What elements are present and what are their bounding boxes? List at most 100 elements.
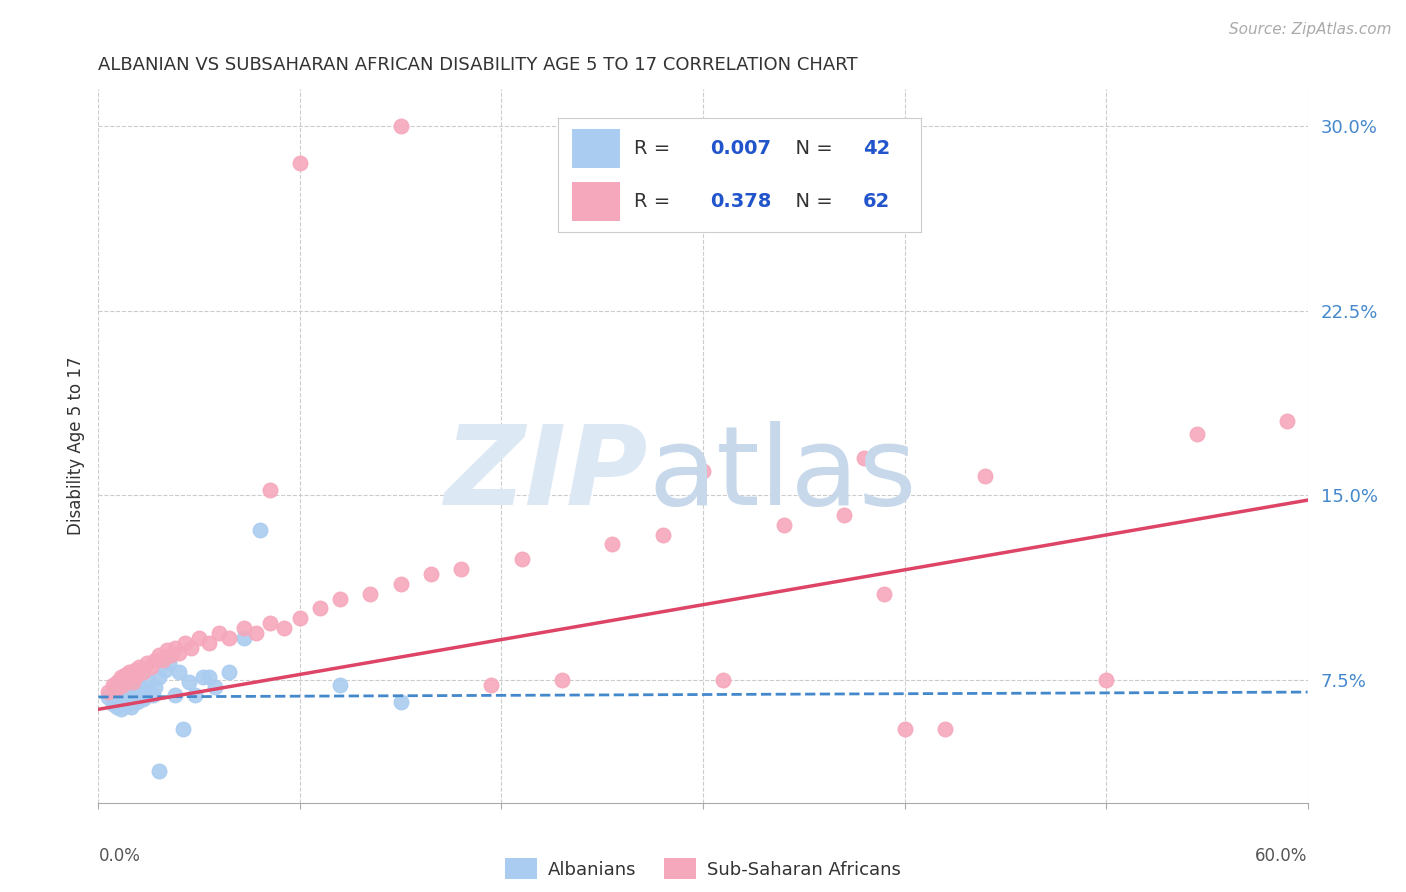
- Point: [208, 626, 231, 640]
- Point: [156, 643, 179, 657]
- Point: [115, 673, 138, 687]
- Point: [125, 695, 148, 709]
- Point: [481, 678, 503, 692]
- Point: [360, 587, 382, 601]
- Point: [692, 464, 714, 478]
- Point: [419, 566, 441, 581]
- Point: [188, 631, 211, 645]
- Point: [111, 685, 134, 699]
- Point: [1277, 414, 1299, 428]
- Point: [118, 665, 141, 680]
- Point: [163, 688, 186, 702]
- Point: [711, 673, 734, 687]
- Point: [114, 668, 136, 682]
- Point: [198, 636, 221, 650]
- Point: [132, 665, 155, 680]
- Point: [309, 601, 332, 615]
- Point: [143, 680, 166, 694]
- Point: [118, 692, 141, 706]
- Point: [450, 562, 472, 576]
- Point: [105, 699, 128, 714]
- Point: [107, 682, 129, 697]
- Point: [107, 688, 129, 702]
- Point: [167, 665, 190, 680]
- Point: [125, 668, 148, 682]
- Point: [163, 640, 186, 655]
- Point: [249, 523, 271, 537]
- Point: [329, 591, 352, 606]
- Point: [124, 663, 146, 677]
- Point: [128, 660, 150, 674]
- Text: 0.0%: 0.0%: [98, 847, 141, 865]
- Point: [120, 670, 142, 684]
- Point: [259, 616, 281, 631]
- Point: [129, 685, 152, 699]
- Point: [138, 675, 160, 690]
- Point: [232, 621, 254, 635]
- Point: [259, 483, 281, 498]
- Point: [389, 695, 412, 709]
- Point: [148, 764, 170, 778]
- Point: [111, 678, 134, 692]
- Point: [121, 675, 143, 690]
- Legend: Albanians, Sub-Saharan Africans: Albanians, Sub-Saharan Africans: [498, 851, 908, 887]
- Point: [148, 670, 170, 684]
- Point: [152, 653, 174, 667]
- Point: [510, 552, 533, 566]
- Point: [143, 653, 166, 667]
- Point: [218, 665, 240, 680]
- Point: [772, 517, 794, 532]
- Point: [934, 722, 956, 736]
- Point: [114, 690, 136, 704]
- Point: [873, 587, 896, 601]
- Point: [232, 631, 254, 645]
- Point: [132, 692, 155, 706]
- Point: [105, 675, 128, 690]
- Point: [124, 680, 146, 694]
- Point: [193, 670, 215, 684]
- Point: [273, 621, 295, 635]
- Point: [148, 648, 170, 662]
- Point: [174, 636, 197, 650]
- Point: [893, 722, 915, 736]
- Point: [121, 688, 143, 702]
- Point: [651, 527, 673, 541]
- Point: [974, 468, 997, 483]
- Point: [172, 722, 194, 736]
- Point: [118, 685, 141, 699]
- Point: [389, 576, 412, 591]
- Point: [329, 678, 352, 692]
- Text: Source: ZipAtlas.com: Source: ZipAtlas.com: [1229, 22, 1392, 37]
- Point: [135, 656, 157, 670]
- Point: [135, 682, 157, 697]
- Point: [218, 631, 240, 645]
- Point: [97, 690, 120, 704]
- Point: [288, 156, 311, 170]
- Y-axis label: Disability Age 5 to 17: Disability Age 5 to 17: [66, 357, 84, 535]
- Point: [120, 699, 142, 714]
- Point: [853, 451, 876, 466]
- Point: [600, 537, 623, 551]
- Point: [551, 673, 574, 687]
- Point: [1095, 673, 1118, 687]
- Point: [110, 702, 132, 716]
- Point: [134, 690, 156, 704]
- Point: [180, 640, 202, 655]
- Point: [103, 692, 125, 706]
- Point: [101, 678, 124, 692]
- Point: [107, 680, 129, 694]
- Point: [97, 685, 120, 699]
- Point: [107, 695, 129, 709]
- Point: [157, 656, 180, 670]
- Point: [160, 648, 183, 662]
- Point: [153, 663, 176, 677]
- Text: 60.0%: 60.0%: [1256, 847, 1308, 865]
- Point: [103, 682, 125, 697]
- Text: ALBANIAN VS SUBSAHARAN AFRICAN DISABILITY AGE 5 TO 17 CORRELATION CHART: ALBANIAN VS SUBSAHARAN AFRICAN DISABILIT…: [98, 56, 858, 74]
- Point: [110, 670, 132, 684]
- Point: [245, 626, 267, 640]
- Point: [1185, 426, 1208, 441]
- Point: [101, 698, 124, 712]
- Point: [167, 646, 190, 660]
- Point: [184, 688, 207, 702]
